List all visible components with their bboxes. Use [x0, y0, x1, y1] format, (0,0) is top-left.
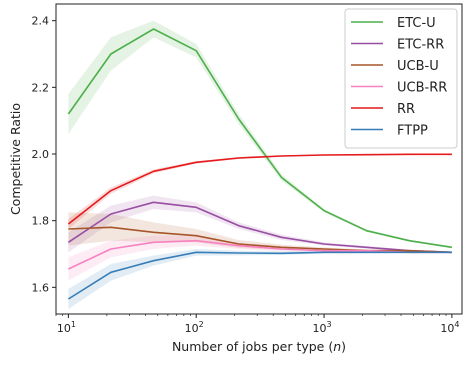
legend-label-etc-u: ETC-U [397, 16, 436, 31]
line-rr [67, 153, 452, 225]
x-tick-label: 103 [313, 320, 332, 335]
y-axis-label: Competitive Ratio [8, 103, 23, 215]
x-tick-label: 101 [57, 320, 76, 335]
line-ucb-rr [68, 239, 452, 270]
band-ucb-rr [68, 235, 452, 281]
series-lines [67, 28, 453, 300]
y-tick-label: 2.2 [32, 81, 50, 94]
legend-label-ucb-u: UCB-U [397, 59, 439, 74]
y-axis: 1.6 1.8 2.0 2.2 2.4 [32, 15, 56, 294]
x-axis-label-close: ) [341, 339, 346, 354]
line-etc-u [67, 28, 453, 249]
y-tick-label: 2.4 [32, 15, 50, 28]
band-ftpp [68, 249, 452, 309]
legend-label-etc-rr: ETC-RR [397, 38, 444, 53]
line-ucb-u [68, 226, 452, 254]
x-axis-label: Number of jobs per type (n) [172, 339, 346, 354]
x-tick-label: 104 [440, 320, 459, 335]
band-etc-u [68, 20, 452, 249]
x-axis: 101 102 103 104 [55, 314, 459, 335]
x-axis-label-text: Number of jobs per type ( [172, 339, 333, 354]
legend: ETC-U ETC-RR UCB-U UCB-RR RR FTPP [344, 8, 458, 149]
legend-label-ucb-rr: UCB-RR [397, 81, 447, 96]
plot-frame [55, 3, 463, 315]
y-tick-label: 2.0 [32, 148, 50, 161]
y-tick-label: 1.8 [32, 215, 50, 228]
line-etc-rr [67, 201, 452, 254]
x-tick-label: 102 [185, 320, 204, 335]
y-tick-label: 1.6 [32, 281, 50, 294]
legend-label-ftpp: FTPP [397, 124, 428, 139]
legend-label-rr: RR [397, 102, 415, 117]
line-ftpp [67, 251, 452, 300]
x-axis-label-variable: n [333, 339, 341, 354]
